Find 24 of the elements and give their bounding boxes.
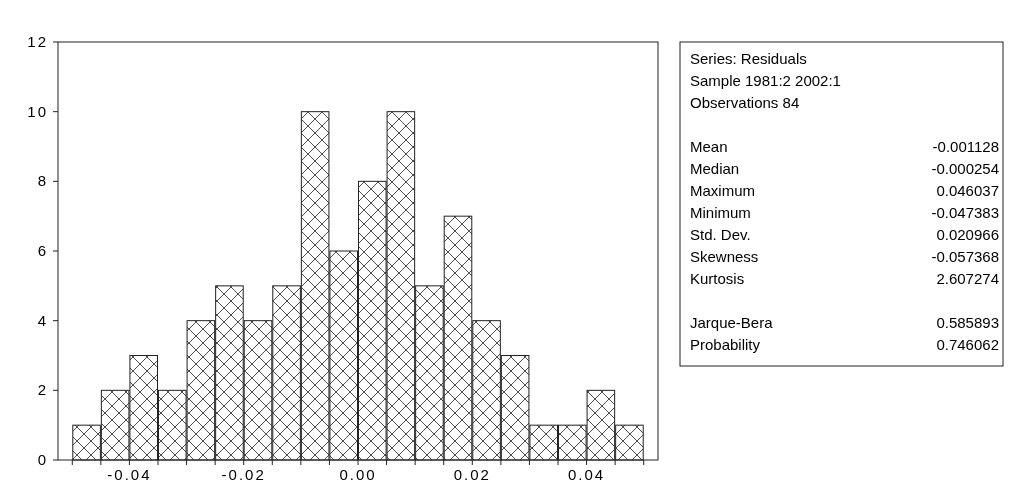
- text: Sample 1981:2 2002:1: [690, 72, 841, 89]
- x-tick-label: 0.04: [567, 466, 606, 483]
- x-tick-label: 0.02: [453, 466, 491, 483]
- text: Median -0.000254: [690, 160, 999, 177]
- y-tick-label: 0: [37, 451, 48, 468]
- x-tick-label: -0.04: [107, 466, 152, 483]
- y-tick-label: 10: [27, 102, 48, 120]
- text: Maximum 0.046037: [690, 182, 999, 199]
- text: Series: Residuals: [690, 50, 807, 67]
- text: Skewness -0.057368: [690, 248, 999, 265]
- text: Mean -0.001128: [690, 138, 999, 155]
- x-tick-label: -0.02: [221, 466, 266, 483]
- y-tick-label: 2: [37, 381, 48, 399]
- y-tick-label: 4: [37, 311, 48, 329]
- text: Std. Dev. 0.020966: [690, 226, 999, 243]
- y-tick-label: 8: [37, 172, 48, 190]
- text: Minimum -0.047383: [690, 204, 999, 221]
- text: Kurtosis 2.607274: [690, 270, 999, 287]
- x-tick-label: 0.00: [339, 466, 377, 483]
- text: Observations 84: [690, 94, 800, 111]
- y-tick-label: 12: [27, 33, 48, 50]
- text: Jarque-Bera 0.585893: [690, 314, 999, 331]
- y-tick-label: 6: [37, 242, 48, 259]
- text: Probability 0.746062: [690, 336, 999, 353]
